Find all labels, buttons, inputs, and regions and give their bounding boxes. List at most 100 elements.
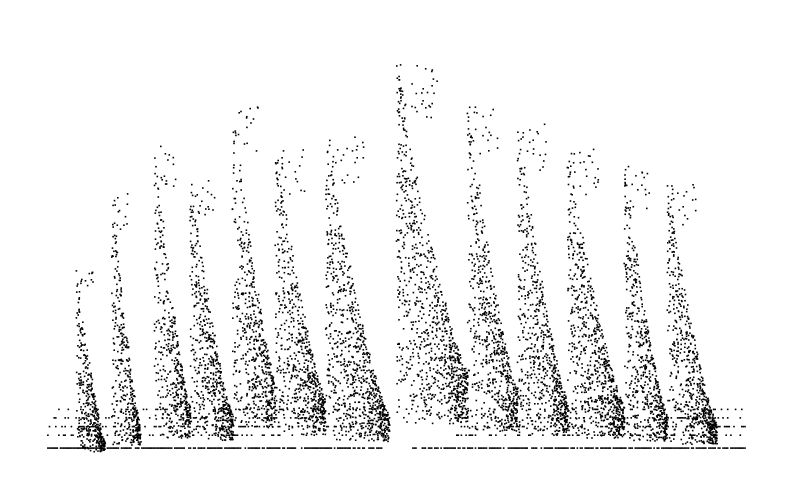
data-point — [415, 243, 417, 246]
data-point — [252, 281, 255, 283]
data-point — [365, 414, 367, 416]
data-point — [181, 368, 183, 371]
data-point — [255, 358, 257, 361]
data-point — [252, 272, 255, 275]
data-point — [406, 136, 408, 138]
data-point — [216, 353, 218, 355]
data-point — [170, 344, 173, 347]
data-point — [196, 235, 198, 237]
data-point — [332, 252, 334, 255]
data-point — [345, 426, 348, 428]
data-point — [338, 432, 340, 435]
data-point — [421, 236, 423, 239]
data-point — [278, 360, 280, 362]
data-point — [372, 419, 374, 422]
data-point — [233, 140, 235, 143]
data-point — [353, 289, 355, 292]
data-point — [261, 351, 263, 353]
data-point — [292, 366, 295, 368]
data-point — [130, 387, 133, 389]
data-point — [323, 407, 325, 410]
data-point — [350, 336, 353, 339]
data-point — [90, 376, 93, 379]
data-point — [290, 334, 293, 336]
data-point — [413, 267, 416, 269]
data-point — [243, 242, 246, 244]
data-point — [368, 357, 370, 359]
data-point — [216, 412, 219, 415]
data-point — [464, 398, 466, 400]
data-point — [97, 432, 99, 434]
data-point — [366, 388, 369, 390]
data-point — [266, 367, 269, 369]
data-point — [199, 313, 202, 316]
data-point — [280, 277, 283, 279]
data-point — [282, 395, 285, 398]
data-point — [347, 269, 349, 272]
data-point — [338, 298, 341, 300]
data-point — [343, 358, 345, 360]
data-point — [441, 318, 444, 321]
data-point — [278, 411, 280, 414]
data-point — [303, 397, 306, 399]
data-point — [216, 345, 218, 348]
data-point — [457, 383, 459, 386]
data-point — [118, 209, 121, 212]
data-point — [163, 323, 165, 325]
data-point — [457, 359, 459, 361]
data-point — [435, 275, 437, 278]
data-point — [253, 323, 256, 326]
data-point — [210, 390, 212, 393]
data-point — [346, 147, 348, 150]
data-point — [343, 272, 345, 275]
data-point — [316, 380, 319, 382]
data-point — [203, 291, 206, 294]
data-point — [287, 273, 289, 275]
data-point — [292, 255, 294, 257]
data-point — [189, 219, 191, 222]
data-point — [350, 395, 352, 397]
data-point — [378, 394, 381, 397]
data-point — [354, 301, 356, 303]
data-point — [251, 305, 254, 307]
data-point — [211, 358, 214, 361]
data-point — [203, 426, 205, 429]
data-point — [154, 248, 157, 250]
data-point — [173, 360, 176, 362]
data-point — [379, 424, 382, 427]
data-point — [121, 314, 123, 316]
data-point — [132, 413, 134, 415]
data-point — [381, 403, 383, 406]
data-point — [249, 407, 252, 409]
data-point — [398, 379, 400, 381]
data-point — [193, 358, 195, 361]
data-point — [164, 396, 167, 398]
data-point — [436, 311, 438, 314]
data-point — [301, 352, 304, 354]
data-point — [93, 398, 95, 400]
data-point — [451, 365, 453, 368]
data-point — [243, 243, 245, 245]
data-point — [401, 117, 403, 119]
data-point — [241, 255, 243, 257]
data-point — [340, 233, 343, 236]
data-point — [112, 226, 114, 228]
data-point — [272, 376, 275, 379]
data-point — [461, 413, 464, 415]
data-point — [83, 375, 86, 378]
data-point — [291, 375, 293, 377]
data-point — [413, 396, 415, 398]
data-point — [81, 327, 83, 329]
data-point — [234, 291, 236, 294]
data-point — [452, 355, 454, 358]
data-point — [300, 317, 302, 320]
data-point — [223, 419, 225, 421]
data-point — [198, 395, 200, 397]
data-point — [281, 304, 283, 306]
data-point — [419, 291, 421, 293]
data-point — [188, 419, 190, 421]
data-point — [365, 359, 367, 361]
data-point — [330, 322, 333, 324]
data-point — [343, 412, 345, 415]
data-point — [414, 343, 417, 345]
